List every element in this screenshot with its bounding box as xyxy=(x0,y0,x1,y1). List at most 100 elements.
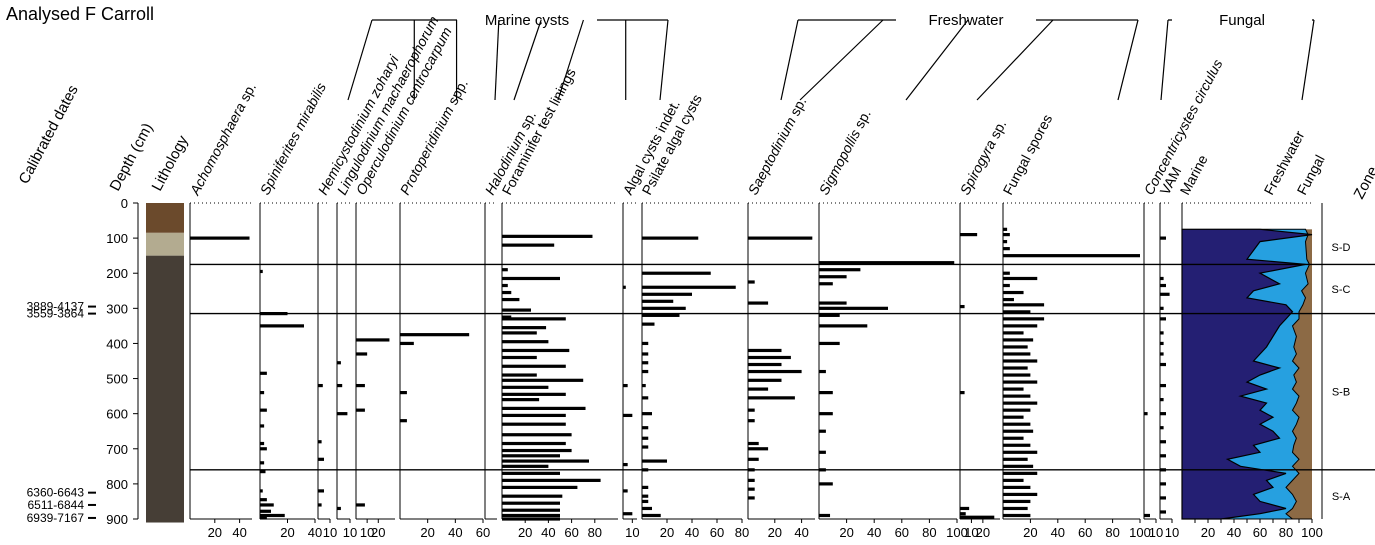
taxon-bar xyxy=(502,243,555,247)
taxon-bar xyxy=(1003,271,1010,275)
taxon-bar xyxy=(1003,317,1045,321)
taxon-bar xyxy=(260,513,285,518)
taxon-bar xyxy=(356,352,368,356)
group-header: Marine cysts xyxy=(485,12,569,29)
taxon-tick-label: 10 xyxy=(1149,525,1163,540)
taxon-bar xyxy=(260,447,267,451)
taxon-tick-label: 60 xyxy=(1078,525,1092,540)
taxon-bar xyxy=(1003,303,1045,307)
group-leader xyxy=(347,19,373,101)
taxon-bar xyxy=(1160,412,1166,416)
taxon-bar xyxy=(502,317,566,321)
taxon-bar xyxy=(819,391,833,395)
taxon-bar xyxy=(1003,408,1031,412)
group-header: Freshwater xyxy=(928,12,1003,29)
taxon-bar xyxy=(642,383,646,388)
taxon-bar xyxy=(748,457,759,461)
taxon-bar xyxy=(960,233,978,237)
taxon-bar xyxy=(642,285,736,289)
taxon-bar xyxy=(1003,464,1034,468)
taxon-bar xyxy=(819,301,847,305)
taxon-bar xyxy=(260,498,267,502)
taxon-tick-label: 40 xyxy=(867,525,881,540)
taxon-bar xyxy=(502,348,570,353)
taxon-tick-label: 40 xyxy=(448,525,462,540)
taxon-bar xyxy=(502,308,531,312)
taxon-bar xyxy=(502,297,520,302)
taxon-bar xyxy=(502,392,566,396)
taxon-bar xyxy=(1003,443,1031,447)
taxon-bar xyxy=(1003,380,1038,384)
taxon-bar xyxy=(1160,510,1166,514)
group-leader xyxy=(1160,19,1169,101)
taxon-bar xyxy=(260,269,263,274)
summary-label: Fungal xyxy=(1294,152,1328,197)
taxon-bar xyxy=(642,352,649,356)
taxon-bar xyxy=(502,283,508,288)
taxon-bar xyxy=(502,355,537,360)
summary-tick-label: 100 xyxy=(1301,525,1323,540)
calibrated-date-label: 6360-6643 xyxy=(27,486,85,500)
taxon-bar xyxy=(1003,471,1038,475)
taxon-bar xyxy=(502,441,566,446)
taxon-bar xyxy=(260,461,265,465)
lithology-unit xyxy=(146,255,184,523)
group-leader xyxy=(1301,19,1315,101)
taxon-bar xyxy=(260,516,267,520)
taxon-bar xyxy=(502,413,566,418)
marine-area xyxy=(1181,228,1313,520)
taxon-bar xyxy=(1003,422,1031,426)
taxon-bar xyxy=(623,489,628,493)
taxon-bar xyxy=(642,306,686,310)
group-leader xyxy=(513,19,542,101)
taxon-label: Sigmopollis sp. xyxy=(816,107,874,198)
taxon-bar xyxy=(642,341,649,346)
taxon-bar xyxy=(1003,457,1028,461)
taxon-bar xyxy=(1160,482,1166,486)
taxon-bar xyxy=(1003,297,1014,302)
taxon-bar xyxy=(819,369,826,374)
taxon-bar xyxy=(748,478,755,482)
taxon-bar xyxy=(1003,478,1024,482)
taxon-bar xyxy=(1003,233,1010,237)
taxon-tick-label: 20 xyxy=(208,525,222,540)
group-leader xyxy=(905,19,969,101)
taxon-bar xyxy=(642,369,649,374)
lithology-unit xyxy=(146,203,184,233)
taxon-bar xyxy=(623,512,633,516)
taxon-bar xyxy=(1160,496,1166,500)
taxon-bar xyxy=(318,457,324,461)
taxon-tick-label: 80 xyxy=(922,525,936,540)
taxon-tick-label: 60 xyxy=(710,525,724,540)
taxon-bar xyxy=(318,503,322,507)
taxon-tick-label: 20 xyxy=(839,525,853,540)
group-leader xyxy=(557,19,585,101)
taxon-bar xyxy=(1003,387,1024,391)
taxon-bar xyxy=(748,387,769,391)
taxon-tick-label: 80 xyxy=(735,525,749,540)
taxon-bar xyxy=(1003,352,1031,356)
taxon-bar xyxy=(748,369,802,374)
taxon-bar xyxy=(1144,412,1148,416)
taxon-bar xyxy=(190,236,250,240)
taxon-label: Spiniferites mirabilis xyxy=(257,80,330,197)
taxon-bar xyxy=(1003,450,1038,454)
group-leader xyxy=(494,19,500,101)
taxon-bar xyxy=(819,450,826,454)
taxon-bar xyxy=(748,496,755,500)
taxon-bar xyxy=(1003,513,1031,518)
taxon-bar xyxy=(1003,401,1038,405)
taxon-label: Saeptodinium sp. xyxy=(745,94,810,197)
taxon-label: Foraminifer test linings xyxy=(499,66,579,198)
taxon-bar xyxy=(1160,341,1164,346)
taxon-bar xyxy=(502,501,560,505)
taxon-bar xyxy=(819,306,888,310)
zone-label: S-B xyxy=(1332,387,1350,399)
taxon-bar xyxy=(502,398,540,402)
taxon-bar xyxy=(1160,276,1164,281)
summary-tick-label: 40 xyxy=(1227,525,1241,540)
group-leader xyxy=(1117,19,1139,101)
group-leader xyxy=(799,19,884,101)
taxon-bar xyxy=(260,408,267,412)
